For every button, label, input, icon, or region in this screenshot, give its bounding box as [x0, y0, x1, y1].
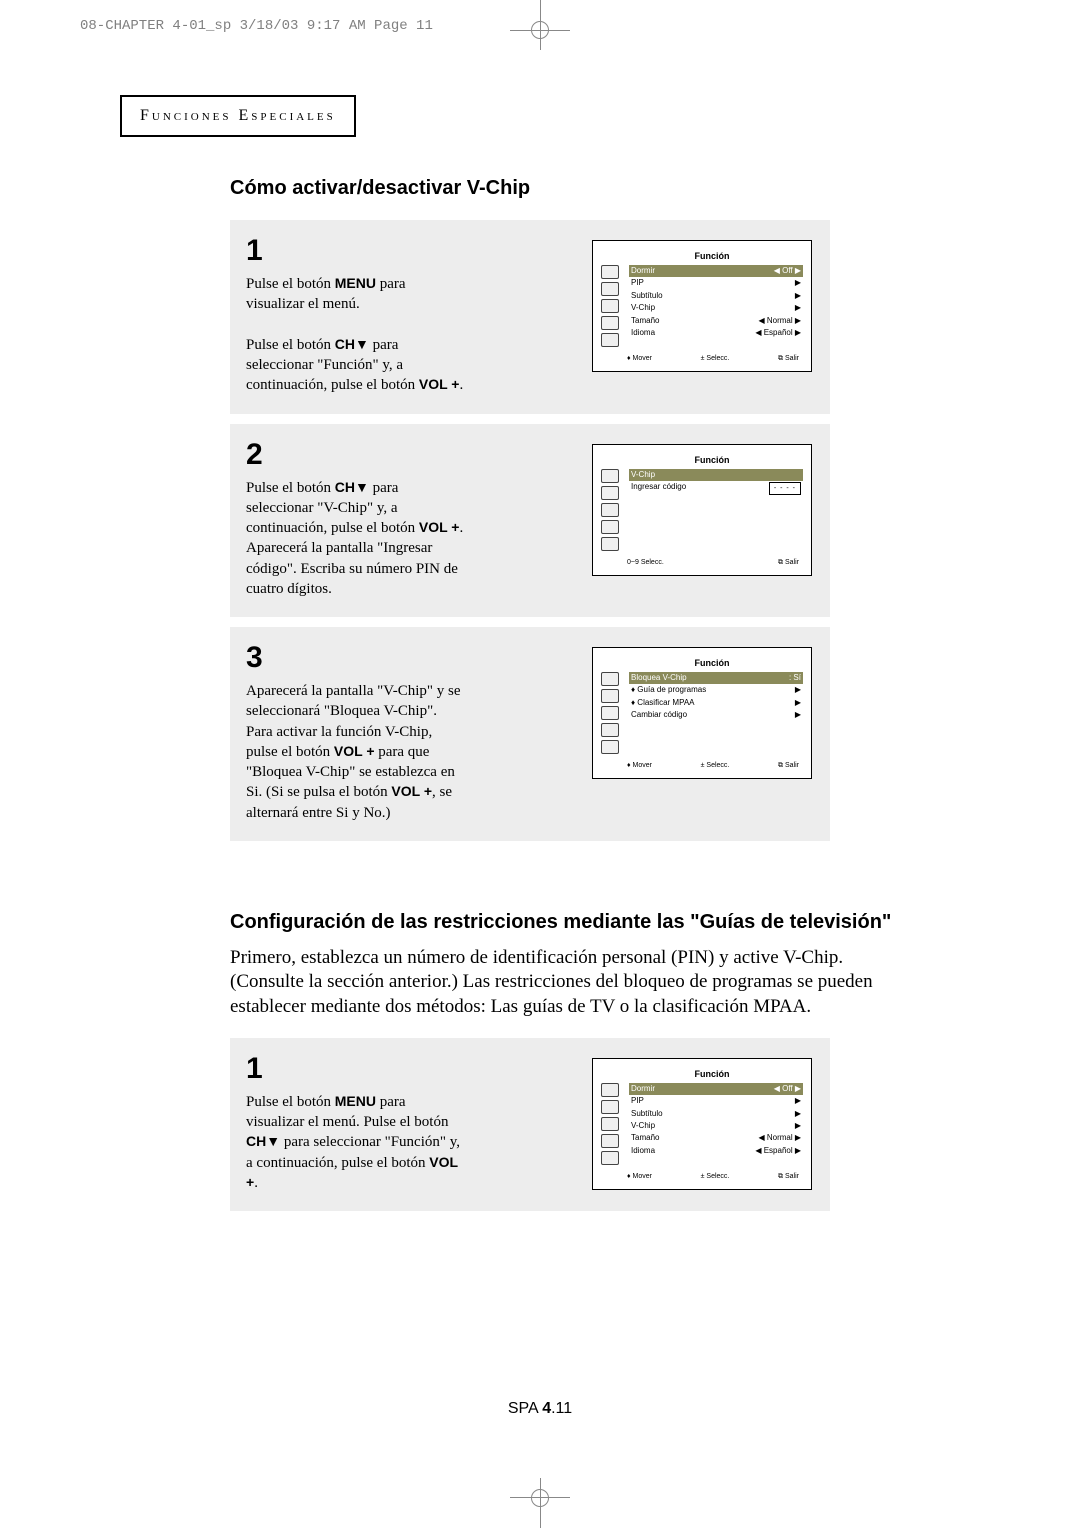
step-block: 3Aparecerá la pantalla "V-Chip" y se sel… [230, 627, 830, 841]
tv-footer: ♦ Mover± Selecc.⧉ Salir [601, 355, 803, 363]
tv-sidebar-icon [601, 1083, 619, 1097]
tv-screen: Función Bloquea V-Chip: Sí♦ Guía de progr… [592, 647, 812, 779]
tv-screen: Función V-ChipIngresar código- - - - 0~9 S… [592, 444, 812, 576]
tv-menu-row: Subtítulo▶ [629, 290, 803, 302]
tv-sidebar-icon [601, 723, 619, 737]
tv-sidebar-icon [601, 1134, 619, 1148]
tv-menu: V-ChipIngresar código- - - - [623, 469, 803, 551]
tv-menu-row: V-Chip▶ [629, 1120, 803, 1132]
steps-b-container: 1Pulse el botón MENU para visualizar el … [120, 1038, 940, 1211]
tv-menu-row: Tamaño◀ Normal ▶ [629, 315, 803, 327]
tv-sidebar-icon [601, 706, 619, 720]
tv-title: Función [621, 455, 803, 465]
tv-sidebar-icon [601, 333, 619, 347]
tv-sidebar-icon [601, 689, 619, 703]
page-number: SPA 4.11 [0, 1400, 1080, 1418]
tv-sidebar-icon [601, 503, 619, 517]
step-text: Aparecerá la pantalla "V-Chip" y se sele… [246, 681, 466, 823]
tv-menu-row: ♦ Clasificar MPAA▶ [629, 697, 803, 709]
tv-sidebar-icon [601, 299, 619, 313]
tv-menu-row: Tamaño◀ Normal ▶ [629, 1132, 803, 1144]
step-block: 1Pulse el botón MENU para visualizar el … [230, 1038, 830, 1211]
tv-menu-row: Dormir◀ Off ▶ [629, 1083, 803, 1095]
steps-a-container: 1Pulse el botón MENU para visualizar el … [120, 220, 940, 841]
tv-menu-row: Cambiar código▶ [629, 709, 803, 721]
tv-menu-row: Ingresar código- - - - [629, 481, 803, 496]
content-area: Funciones Especiales Cómo activar/desact… [120, 95, 940, 1221]
tv-menu-row: PIP▶ [629, 1095, 803, 1107]
heading-tv-guides: Configuración de las restricciones media… [230, 911, 940, 934]
tv-menu: Dormir◀ Off ▶PIP▶Subtítulo▶V-Chip▶Tamaño… [623, 1083, 803, 1165]
tv-sidebar-icons [601, 672, 623, 754]
tv-title: Función [621, 658, 803, 668]
tv-menu-row: Idioma◀ Español ▶ [629, 327, 803, 339]
tv-menu: Dormir◀ Off ▶PIP▶Subtítulo▶V-Chip▶Tamaño… [623, 265, 803, 347]
tv-menu-row: V-Chip▶ [629, 302, 803, 314]
page-number-bold: 4 [542, 1400, 551, 1417]
step-text: Pulse el botón MENU para visualizar el m… [246, 274, 466, 396]
step-block: 1Pulse el botón MENU para visualizar el … [230, 220, 830, 414]
section-title-box: Funciones Especiales [120, 95, 356, 137]
tv-menu-row: Dormir◀ Off ▶ [629, 265, 803, 277]
tv-menu-row: Subtítulo▶ [629, 1108, 803, 1120]
tv-sidebar-icons [601, 1083, 623, 1165]
tv-menu-row: V-Chip [629, 469, 803, 481]
tv-menu-row: Bloquea V-Chip: Sí [629, 672, 803, 684]
tv-sidebar-icon [601, 265, 619, 279]
tv-sidebar-icon [601, 1100, 619, 1114]
tv-sidebar-icon [601, 469, 619, 483]
tv-sidebar-icon [601, 316, 619, 330]
step-text: Pulse el botón MENU para visualizar el m… [246, 1092, 466, 1193]
tv-footer: ♦ Mover± Selecc.⧉ Salir [601, 762, 803, 770]
page-number-suffix: .11 [551, 1400, 572, 1417]
step-text: Pulse el botón CH▼ para seleccionar "V-C… [246, 478, 466, 600]
intro-paragraph: Primero, establezca un número de identif… [230, 946, 910, 1020]
tv-sidebar-icons [601, 469, 623, 551]
tv-sidebar-icon [601, 672, 619, 686]
tv-sidebar-icon [601, 520, 619, 534]
tv-menu-row: ♦ Guía de programas▶ [629, 684, 803, 696]
tv-menu-row: PIP▶ [629, 277, 803, 289]
tv-footer: 0~9 Selecc.⧉ Salir [601, 559, 803, 567]
tv-title: Función [621, 1069, 803, 1079]
tv-sidebar-icon [601, 537, 619, 551]
page-number-prefix: SPA [508, 1400, 542, 1417]
tv-sidebar-icons [601, 265, 623, 347]
tv-menu-row: Idioma◀ Español ▶ [629, 1145, 803, 1157]
tv-title: Función [621, 251, 803, 261]
tv-sidebar-icon [601, 740, 619, 754]
heading-activate-vchip: Cómo activar/desactivar V-Chip [230, 177, 940, 200]
tv-sidebar-icon [601, 282, 619, 296]
crop-mark-bottom [510, 1478, 570, 1528]
page: 08-CHAPTER 4-01_sp 3/18/03 9:17 AM Page … [0, 0, 1080, 1528]
tv-menu: Bloquea V-Chip: Sí♦ Guía de programas▶♦ … [623, 672, 803, 754]
tv-sidebar-icon [601, 1151, 619, 1165]
step-block: 2Pulse el botón CH▼ para seleccionar "V-… [230, 424, 830, 618]
tv-sidebar-icon [601, 486, 619, 500]
tv-screen: Función Dormir◀ Off ▶PIP▶Subtítulo▶V-Chip… [592, 240, 812, 372]
print-header: 08-CHAPTER 4-01_sp 3/18/03 9:17 AM Page … [80, 18, 433, 34]
tv-screen: Función Dormir◀ Off ▶PIP▶Subtítulo▶V-Chip… [592, 1058, 812, 1190]
tv-footer: ♦ Mover± Selecc.⧉ Salir [601, 1173, 803, 1181]
crop-mark-top [510, 0, 570, 50]
tv-sidebar-icon [601, 1117, 619, 1131]
section-title: Funciones Especiales [140, 107, 336, 124]
